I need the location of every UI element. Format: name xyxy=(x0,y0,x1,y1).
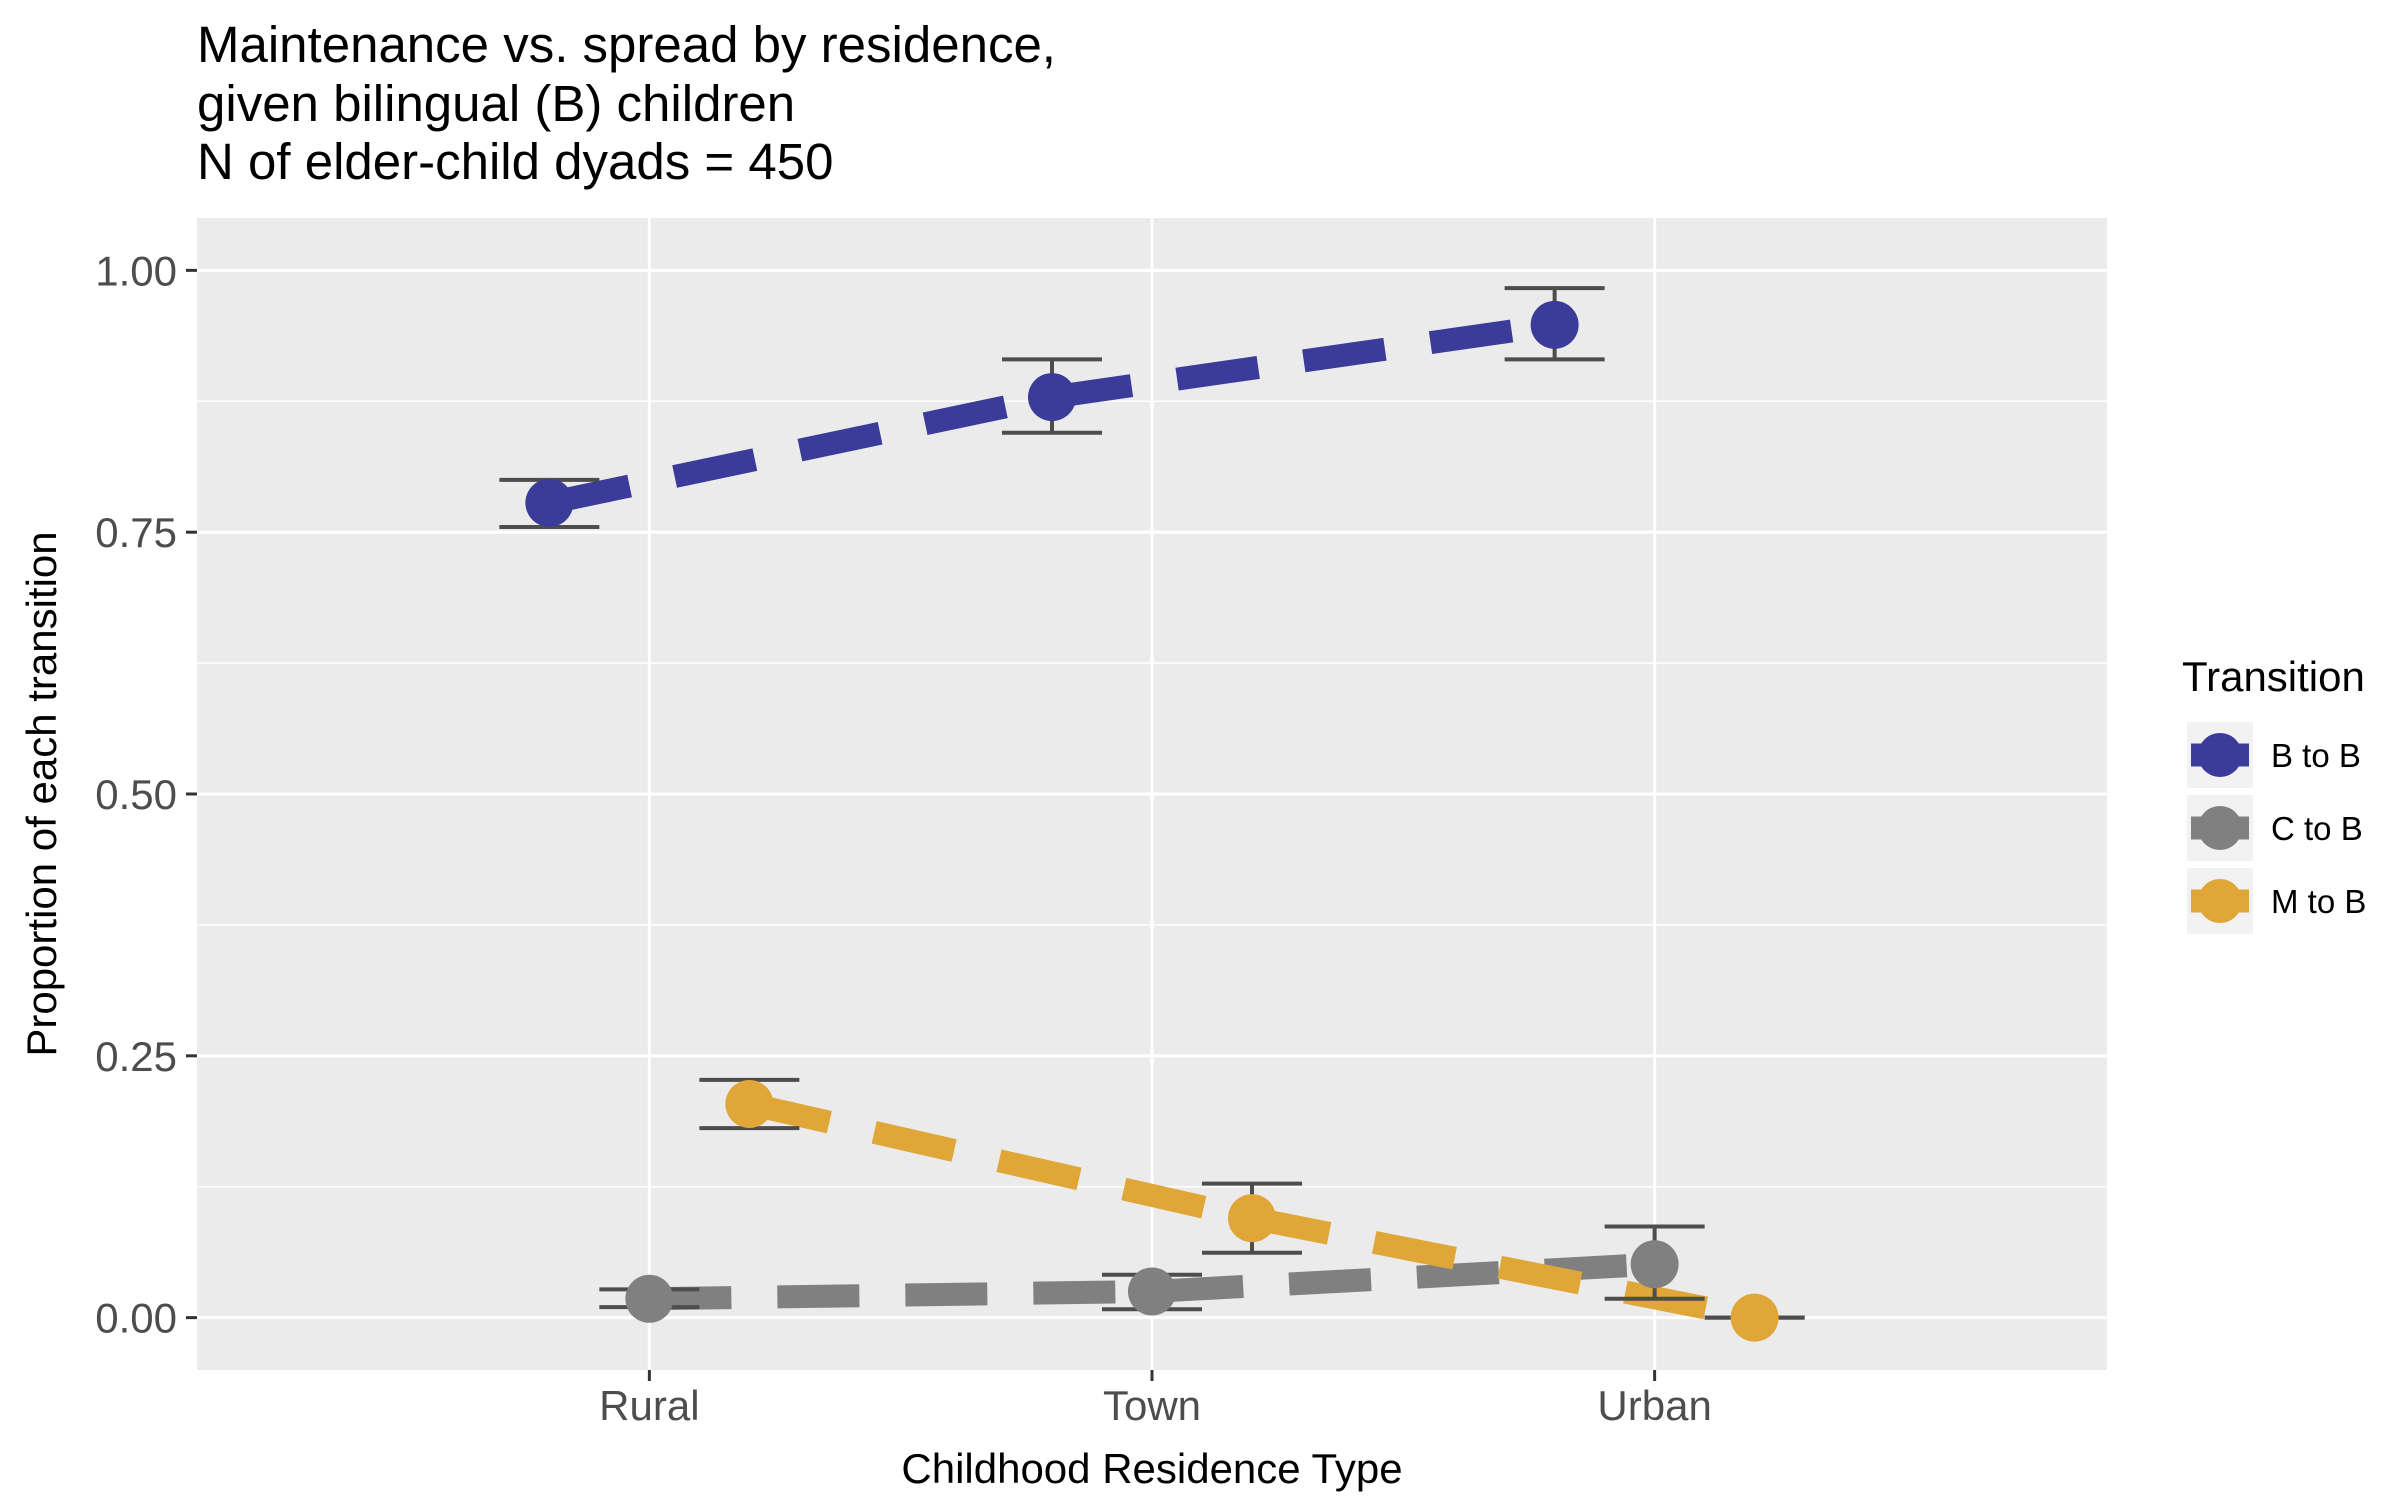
x-tick-label: Town xyxy=(1103,1382,1201,1429)
data-point xyxy=(1028,373,1076,422)
legend-key-point xyxy=(2198,879,2242,923)
series-line xyxy=(649,1252,1656,1311)
y-tick-label: 0.75 xyxy=(95,509,177,556)
data-point xyxy=(525,478,574,527)
data-point xyxy=(1630,1240,1679,1289)
data-point xyxy=(1730,1293,1779,1342)
legend: Transition B to B C to B M to B xyxy=(2182,653,2366,934)
data-point xyxy=(1228,1194,1276,1243)
data-point xyxy=(1530,300,1579,349)
x-axis: Rural Town Urban xyxy=(599,1370,1712,1429)
x-tick-label: Urban xyxy=(1597,1382,1711,1429)
data-point xyxy=(625,1274,674,1323)
legend-key-point xyxy=(2198,806,2242,850)
title-line-2: given bilingual (B) children xyxy=(197,75,795,132)
y-tick-label: 0.00 xyxy=(95,1295,177,1342)
y-tick-label: 0.25 xyxy=(95,1033,177,1080)
grid-major xyxy=(197,218,2107,1370)
legend-label: M to B xyxy=(2271,883,2366,920)
data-points xyxy=(525,300,1779,1342)
chart-title: Maintenance vs. spread by residence, giv… xyxy=(197,16,1056,190)
y-tick-label: 1.00 xyxy=(95,247,177,294)
legend-label: B to B xyxy=(2271,737,2361,774)
legend-key-point xyxy=(2198,733,2242,777)
y-tick-label: 0.50 xyxy=(95,771,177,818)
title-line-3: N of elder-child dyads = 450 xyxy=(197,133,833,190)
title-line-1: Maintenance vs. spread by residence, xyxy=(197,16,1056,73)
y-axis-title: Proportion of each transition xyxy=(18,531,65,1056)
x-tick-label: Rural xyxy=(599,1382,699,1429)
x-axis-title: Childhood Residence Type xyxy=(901,1445,1402,1492)
legend-label: C to B xyxy=(2271,810,2363,847)
data-point xyxy=(1128,1267,1176,1316)
legend-title: Transition xyxy=(2182,653,2365,700)
data-point xyxy=(725,1079,774,1128)
y-axis: 0.00 0.25 0.50 0.75 1.00 xyxy=(95,247,197,1342)
